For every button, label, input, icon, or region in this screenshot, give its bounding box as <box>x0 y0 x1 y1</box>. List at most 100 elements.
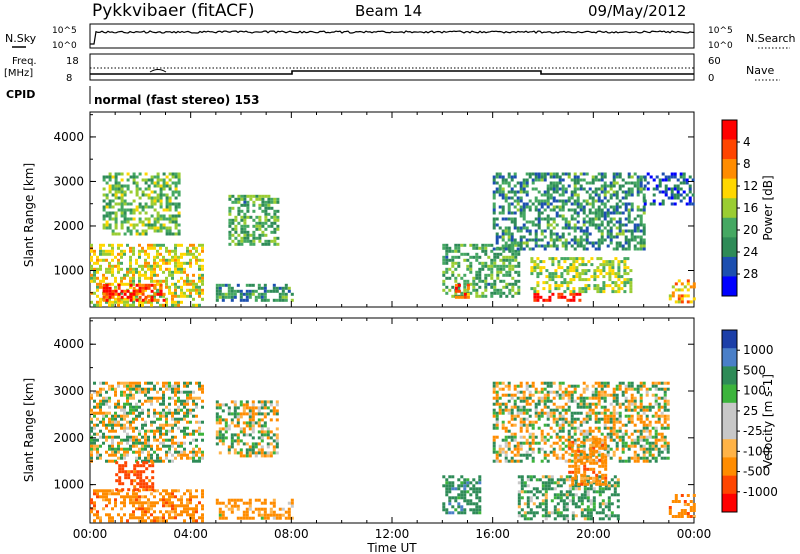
vel-echo-cell <box>144 513 147 517</box>
vel-echo-cell <box>239 412 243 416</box>
power-echo-cell <box>492 193 496 197</box>
power-echo-cell <box>588 202 592 206</box>
power-echo-cell <box>615 226 619 230</box>
power-echo-cell <box>587 287 591 291</box>
vel-echo-cell <box>180 441 183 445</box>
power-echo-cell <box>691 193 695 197</box>
vel-echo-cell <box>108 489 111 493</box>
vel-echo-cell <box>660 411 664 415</box>
power-echo-cell <box>138 255 141 259</box>
vel-echo-cell <box>165 456 168 460</box>
vel-echo-cell <box>654 459 658 463</box>
vel-echo-cell <box>618 405 622 409</box>
vel-echo-cell <box>526 505 530 509</box>
vel-echo-cell <box>130 479 134 483</box>
power-echo-cell <box>588 196 592 200</box>
vel-echo-cell <box>445 487 449 491</box>
power-echo-cell <box>138 297 141 301</box>
power-echo-cell <box>552 181 556 185</box>
vel-echo-cell <box>559 484 563 488</box>
power-echo-cell <box>501 238 505 242</box>
vel-echo-cell <box>592 487 596 491</box>
vel-echo-cell <box>574 514 578 518</box>
power-echo-cell <box>584 287 588 291</box>
power-echo-cell <box>234 227 238 231</box>
vel-echo-cell <box>275 439 279 443</box>
power-echo-cell <box>120 208 124 212</box>
vel-echo-cell <box>561 435 565 439</box>
power-echo-cell <box>517 249 521 253</box>
vel-echo-cell <box>233 448 237 452</box>
vel-echo-cell <box>192 414 195 418</box>
vel-echo-cell <box>627 384 631 388</box>
power-echo-cell <box>513 223 517 227</box>
vel-echo-cell <box>248 424 252 428</box>
vel-echo-cell <box>549 435 553 439</box>
vel-echo-cell <box>96 411 99 415</box>
power-echo-cell <box>138 283 142 287</box>
vel-echo-cell <box>571 514 575 518</box>
power-echo-cell <box>499 258 503 262</box>
vel-echo-cell <box>520 475 524 479</box>
vel-echo-cell <box>266 445 270 449</box>
power-echo-cell <box>153 273 156 277</box>
vel-echo-cell <box>517 511 521 515</box>
power-echo-cell <box>227 283 231 287</box>
power-echo-cell <box>600 214 604 218</box>
power-echo-cell <box>561 187 565 191</box>
power-echo-cell <box>90 276 93 280</box>
power-echo-cell <box>501 235 505 239</box>
power-echo-cell <box>566 298 570 302</box>
power-echo-cell <box>636 187 640 191</box>
power-echo-cell <box>123 289 127 293</box>
vel-echo-cell <box>526 496 530 500</box>
vel-echo-cell <box>555 441 559 445</box>
power-echo-cell <box>96 282 99 286</box>
vel-echo-cell <box>93 411 96 415</box>
power-echo-cell <box>129 232 133 236</box>
vel-echo-cell <box>504 426 508 430</box>
vel-echo-cell <box>546 393 550 397</box>
power-echo-cell <box>585 229 589 233</box>
vel-echo-cell <box>126 396 129 400</box>
vel-echo-cell <box>588 396 592 400</box>
vel-echo-cell <box>549 411 553 415</box>
power-echo-cell <box>597 205 601 209</box>
vel-echo-cell <box>174 417 177 421</box>
power-echo-cell <box>576 211 580 215</box>
vel-echo-cell <box>105 438 108 442</box>
vel-echo-cell <box>618 402 622 406</box>
vel-echo-cell <box>115 479 119 483</box>
power-echo-cell <box>594 187 598 191</box>
power-echo-cell <box>490 264 494 268</box>
power-echo-cell <box>132 252 135 256</box>
vel-echo-cell <box>559 475 563 479</box>
power-echo-cell <box>680 282 684 286</box>
power-echo-cell <box>612 247 616 251</box>
vel-echo-cell <box>546 438 550 442</box>
power-echo-cell <box>536 275 540 279</box>
power-echo-cell <box>171 300 174 304</box>
power-echo-cell <box>533 292 537 296</box>
vel-echo-cell <box>105 459 108 463</box>
power-echo-cell <box>96 288 99 292</box>
vel-echo-cell <box>642 420 646 424</box>
vel-echo-cell <box>248 421 252 425</box>
power-echo-cell <box>156 175 160 179</box>
vel-echo-cell <box>627 402 631 406</box>
vel-echo-cell <box>666 456 670 460</box>
power-echo-cell <box>228 206 232 210</box>
power-echo-cell <box>546 187 550 191</box>
power-echo-cell <box>692 285 696 289</box>
vel-echo-cell <box>117 513 120 517</box>
vel-echo-cell <box>544 508 548 512</box>
vel-echo-cell <box>93 492 96 496</box>
power-echo-cell <box>153 226 157 230</box>
vel-echo-cell <box>111 441 114 445</box>
power-echo-cell <box>591 223 595 227</box>
power-echo-cell <box>276 242 280 246</box>
vel-echo-cell <box>162 441 165 445</box>
power-echo-cell <box>156 217 160 221</box>
vel-echo-cell <box>102 420 105 424</box>
vel-echo-cell <box>616 505 620 509</box>
